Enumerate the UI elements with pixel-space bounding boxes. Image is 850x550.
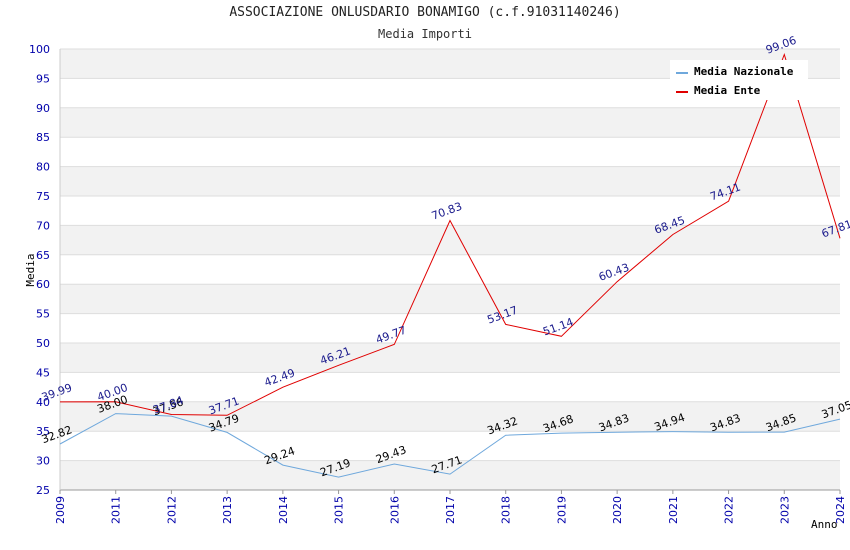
plot-background-bands bbox=[60, 48, 840, 491]
plot-band bbox=[60, 401, 840, 432]
plot-band bbox=[60, 225, 840, 255]
plot-band bbox=[60, 166, 840, 196]
series-lines bbox=[59, 52, 841, 478]
y-tick-label: 80 bbox=[36, 161, 50, 174]
plot-band bbox=[60, 431, 840, 461]
legend: Media Nazionale Media Ente bbox=[670, 60, 808, 100]
x-tick-label: 2015 bbox=[333, 496, 346, 524]
x-tick-label: 2011 bbox=[110, 496, 123, 524]
plot-band bbox=[60, 343, 840, 373]
x-tick-label: 2013 bbox=[221, 496, 234, 524]
legend-label-media-ente: Media Ente bbox=[694, 84, 761, 97]
x-tick-label: 2022 bbox=[723, 496, 736, 524]
x-tick-label: 2012 bbox=[165, 496, 178, 524]
x-tick-label: 2020 bbox=[611, 496, 624, 524]
y-tick-label: 40 bbox=[36, 396, 50, 409]
x-tick-label: 2024 bbox=[834, 496, 847, 524]
plot-band bbox=[60, 313, 840, 343]
y-tick-label: 65 bbox=[36, 249, 50, 262]
chart-title: ASSOCIAZIONE ONLUSDARIO BONAMIGO (c.f.91… bbox=[229, 5, 621, 20]
plot-band bbox=[60, 284, 840, 314]
series-line-media-ente bbox=[59, 52, 841, 416]
x-tick-label: 2016 bbox=[388, 496, 401, 524]
y-tick-label: 25 bbox=[36, 484, 50, 497]
legend-label-media-nazionale: Media Nazionale bbox=[694, 65, 794, 78]
y-axis-ticks: 25 30 35 40 45 50 55 60 65 70 75 80 85 90 95 100 bbox=[29, 43, 50, 497]
x-tick-label: 2017 bbox=[444, 496, 457, 524]
plot-band bbox=[60, 372, 840, 402]
x-tick-label: 2009 bbox=[54, 496, 67, 524]
series-line-media-nazionale bbox=[59, 413, 841, 478]
y-tick-label: 45 bbox=[36, 366, 50, 379]
y-tick-label: 95 bbox=[36, 72, 50, 85]
x-tick-label: 2018 bbox=[500, 496, 513, 524]
x-axis-ticks: 2009 2011 2012 2013 2014 2015 2016 2017 2018 2019… bbox=[54, 490, 847, 524]
chart-subtitle: Media Importi bbox=[378, 27, 472, 41]
y-tick-label: 85 bbox=[36, 131, 50, 144]
x-axis-title: Anno bbox=[811, 518, 838, 531]
y-tick-label: 100 bbox=[29, 43, 50, 56]
y-tick-label: 30 bbox=[36, 455, 50, 468]
y-tick-label: 50 bbox=[36, 337, 50, 350]
y-axis-title: Media bbox=[24, 253, 37, 286]
y-tick-label: 35 bbox=[36, 425, 50, 438]
y-tick-label: 70 bbox=[36, 219, 50, 232]
x-tick-label: 2021 bbox=[667, 496, 680, 524]
y-tick-label: 60 bbox=[36, 278, 50, 291]
plot-band bbox=[60, 107, 840, 138]
plot-band bbox=[60, 137, 840, 167]
plot-band bbox=[60, 254, 840, 285]
legend-box bbox=[670, 60, 808, 100]
x-tick-label: 2019 bbox=[555, 496, 568, 524]
x-tick-label: 2023 bbox=[778, 496, 791, 524]
y-tick-label: 90 bbox=[36, 102, 50, 115]
y-tick-label: 55 bbox=[36, 308, 50, 321]
x-tick-label: 2014 bbox=[277, 496, 290, 524]
y-tick-label: 75 bbox=[36, 190, 50, 203]
plot-band bbox=[60, 460, 840, 490]
